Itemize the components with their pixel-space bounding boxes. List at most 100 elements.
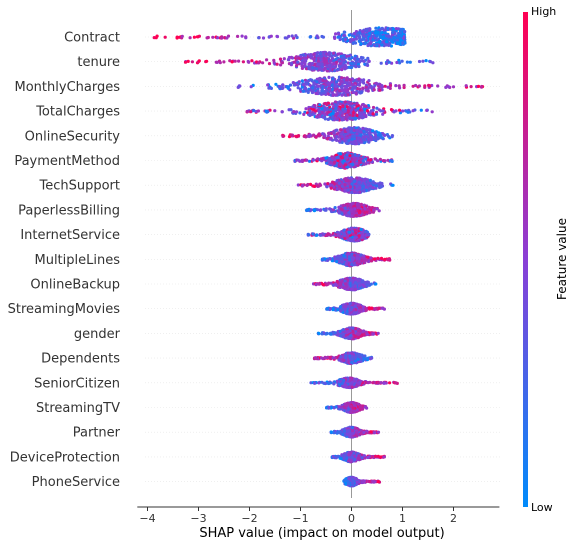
shap-dot — [344, 179, 348, 183]
shap-dot — [323, 66, 327, 70]
shap-dot — [385, 34, 389, 38]
shap-dot — [374, 34, 378, 38]
beeswarm-dots — [152, 26, 485, 488]
shap-dot — [286, 85, 290, 89]
shap-dot — [359, 133, 363, 137]
shap-dot — [347, 33, 351, 37]
shap-dot — [300, 85, 304, 89]
shap-dot — [308, 182, 313, 186]
shap-dot — [154, 36, 158, 40]
shap-dot — [340, 235, 344, 239]
shap-dot — [274, 82, 278, 86]
shap-dot — [348, 205, 353, 209]
shap-dot — [363, 177, 367, 181]
shap-dot — [348, 258, 352, 262]
shap-dot — [329, 160, 333, 164]
shap-dot — [312, 208, 316, 212]
shap-dot — [335, 260, 339, 264]
shap-dot — [302, 89, 306, 93]
shap-dot — [325, 103, 329, 107]
shap-dot — [428, 60, 432, 64]
shap-dot — [337, 187, 341, 191]
shap-dot — [357, 39, 361, 43]
shap-dot — [345, 105, 349, 109]
shap-dot — [362, 34, 366, 38]
shap-dot — [315, 115, 319, 119]
shap-dot — [347, 230, 351, 234]
shap-dot — [349, 61, 353, 65]
shap-dot — [398, 61, 402, 65]
shap-dot — [354, 157, 358, 161]
shap-dot — [357, 161, 361, 165]
shap-dot — [344, 156, 349, 160]
shap-dot — [360, 90, 364, 94]
shap-dot — [344, 163, 348, 167]
shap-dot — [303, 62, 307, 66]
shap-dot — [304, 107, 308, 111]
shap-dot — [292, 60, 296, 64]
shap-dot — [307, 65, 311, 69]
shap-dot — [319, 157, 323, 161]
shap-dot — [327, 156, 331, 161]
shap-dot — [287, 108, 291, 112]
shap-dot — [333, 69, 337, 73]
shap-dot — [280, 61, 284, 65]
shap-dot — [347, 81, 352, 85]
shap-dot — [205, 59, 209, 63]
shap-dot — [361, 30, 365, 34]
shap-dot — [345, 213, 349, 217]
shap-dot — [337, 35, 341, 39]
shap-dot — [358, 186, 362, 190]
shap-dot — [358, 190, 362, 194]
shap-dot — [355, 176, 359, 180]
shap-dot — [395, 41, 399, 45]
shap-dot — [359, 202, 363, 206]
shap-dot — [163, 35, 167, 39]
shap-dot — [362, 129, 366, 133]
shap-dot — [389, 108, 394, 112]
shap-dot — [303, 85, 307, 89]
shap-dot — [288, 83, 293, 87]
shap-dot — [386, 85, 390, 89]
shap-dot — [377, 132, 381, 136]
shap-dot — [360, 235, 364, 240]
shap-dot — [332, 51, 336, 55]
shap-dot — [281, 83, 285, 87]
shap-dot — [369, 206, 373, 210]
shap-dot — [378, 157, 382, 161]
shap-dot — [402, 85, 406, 90]
shap-dot — [400, 59, 404, 63]
shap-dot — [334, 85, 338, 89]
shap-dot — [358, 36, 362, 40]
shap-dot — [417, 84, 421, 88]
shap-dot — [341, 107, 345, 112]
shap-dot — [352, 190, 356, 194]
shap-dot — [216, 36, 220, 40]
shap-dot — [314, 91, 318, 96]
shap-dot — [218, 61, 222, 65]
shap-dot — [315, 67, 319, 71]
shap-dot — [430, 110, 434, 114]
shap-dot — [305, 82, 309, 86]
shap-dot — [340, 212, 344, 216]
shap-dot — [335, 179, 339, 183]
shap-dot — [353, 287, 357, 292]
shap-dot — [361, 126, 365, 131]
shap-dot — [334, 80, 338, 84]
shap-dot — [374, 186, 378, 190]
shap-dot — [315, 208, 320, 212]
shap-dot — [355, 128, 359, 132]
shap-dot — [297, 80, 301, 84]
shap-dot — [294, 83, 298, 87]
shap-dot — [374, 282, 378, 286]
shap-dot — [307, 53, 311, 57]
shap-dot — [311, 108, 316, 112]
shap-dot — [362, 59, 366, 64]
shap-dot — [362, 203, 366, 208]
shap-dot — [371, 210, 375, 214]
shap-dot — [374, 26, 378, 30]
shap-dot — [312, 81, 317, 86]
shap-dot — [347, 211, 351, 215]
shap-dot — [342, 231, 346, 236]
shap-dot — [361, 86, 365, 90]
